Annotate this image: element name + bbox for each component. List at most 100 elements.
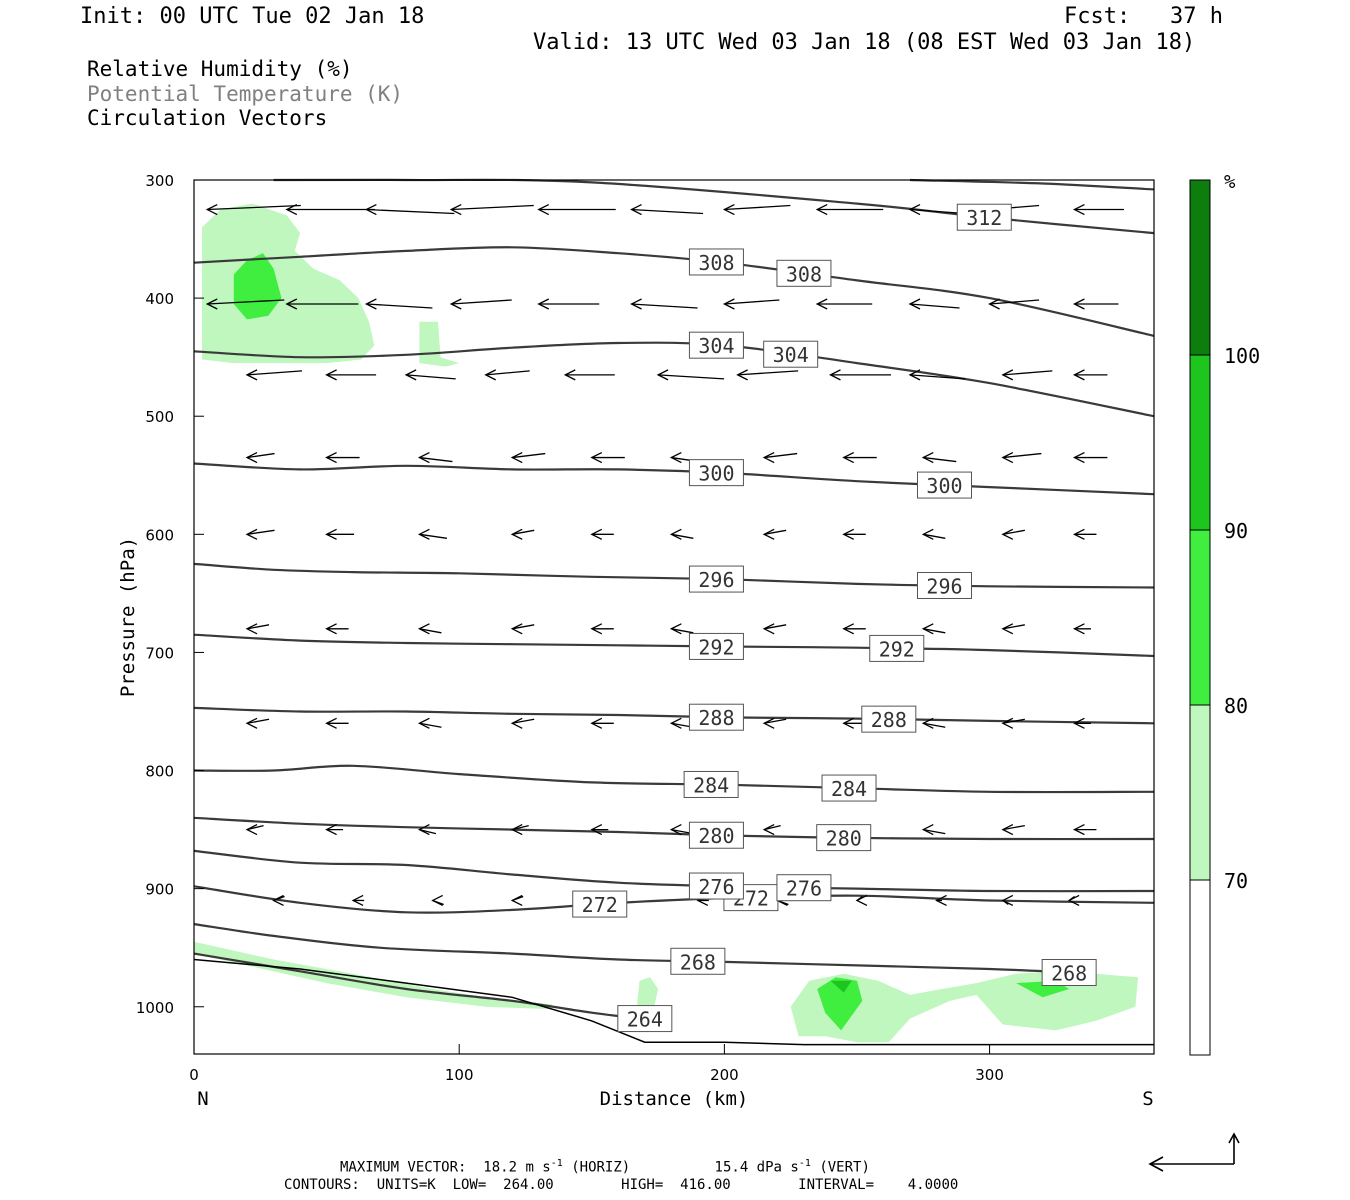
theta-contour-288 xyxy=(193,706,1155,725)
vector-arrowhead xyxy=(364,203,377,216)
circulation-vector xyxy=(485,370,530,376)
vector-arrowhead xyxy=(842,451,855,464)
vector-arrowhead xyxy=(1072,203,1085,216)
vector-arrowhead xyxy=(510,528,523,540)
theta-contour-316 xyxy=(909,178,1155,191)
circulation-vector xyxy=(1002,718,1025,724)
theta-contour-292 xyxy=(193,633,1155,658)
contour-label-box xyxy=(688,872,744,900)
circulation-vector xyxy=(451,204,534,211)
vector-arrowhead xyxy=(417,824,430,836)
y-tick-label: 1000 xyxy=(136,999,174,1017)
vector-arrowhead xyxy=(510,623,523,635)
circulation-vector xyxy=(724,299,780,305)
colorbar-unit: % xyxy=(1224,171,1236,193)
contour-label-box xyxy=(1041,959,1097,987)
contour-label-box xyxy=(670,947,726,975)
max-vector-label: MAXIMUM VECTOR: xyxy=(340,1159,467,1176)
rh-region-90 xyxy=(830,980,852,993)
x-tick-label: 0 xyxy=(189,1066,199,1084)
vector-arrowhead xyxy=(1001,623,1014,635)
vector-arrowhead xyxy=(908,369,921,381)
contour-label-box xyxy=(869,634,925,662)
circulation-vector xyxy=(406,374,456,380)
vector-arrowhead xyxy=(669,451,682,464)
theta-contour-276 xyxy=(193,849,1155,893)
contour-label-288: 288 xyxy=(698,706,734,730)
contour-label-304: 304 xyxy=(698,334,734,358)
vector-arrowhead xyxy=(245,451,258,464)
vector-arrowhead xyxy=(1072,369,1085,381)
circulation-vector xyxy=(724,204,791,211)
circulation-vector xyxy=(366,303,433,309)
circulation-vector xyxy=(631,208,704,215)
x-tick-label: 100 xyxy=(445,1066,474,1084)
colorbar-level-80: 80 xyxy=(1224,694,1248,718)
vector-arrowhead xyxy=(1001,528,1014,540)
vector-arrowhead xyxy=(245,528,258,540)
vector-arrowhead xyxy=(908,203,921,216)
plot-frame xyxy=(193,179,1155,1055)
colorbar-segment xyxy=(1189,179,1211,356)
vector-arrowhead xyxy=(590,528,603,540)
reference-vector-icon xyxy=(1148,1132,1240,1172)
circulation-vector xyxy=(923,828,946,835)
theta-contour-296 xyxy=(193,562,1155,589)
vector-arrowhead xyxy=(325,623,337,635)
vector-arrowhead xyxy=(590,717,603,729)
max-vector-text: MAXIMUM VECTOR: 18.2 m s-1 (HORIZ) 15.4 … xyxy=(340,1159,870,1175)
colorbar-level-70: 70 xyxy=(1224,869,1248,893)
vector-arrowhead xyxy=(245,369,258,381)
legend-vectors: Circulation Vectors xyxy=(87,106,328,130)
theta-contour-300 xyxy=(193,462,1155,496)
vector-arrowhead xyxy=(1072,623,1085,635)
contour-label-box xyxy=(688,703,744,731)
rh-region-80 xyxy=(233,253,282,320)
contour-label-box xyxy=(916,471,972,499)
circulation-vector xyxy=(631,303,698,309)
legend-rh: Relative Humidity (%) xyxy=(87,57,353,81)
vector-arrowhead xyxy=(449,203,462,216)
contour-label-276: 276 xyxy=(698,875,734,899)
vector-arrowhead xyxy=(484,369,497,381)
max-vector-horiz: 18.2 m s xyxy=(483,1159,551,1176)
vector-arrowhead xyxy=(417,451,430,464)
contour-label-276: 276 xyxy=(786,877,822,901)
contour-label-box xyxy=(776,259,832,287)
vector-arrowhead xyxy=(630,203,642,216)
vector-arrowhead xyxy=(590,451,603,464)
colorbar-segment xyxy=(1189,354,1211,531)
contour-label-box xyxy=(688,821,744,849)
vector-arrowhead xyxy=(351,894,364,907)
circulation-vector xyxy=(923,628,946,634)
contour-label-308: 308 xyxy=(786,262,822,286)
vector-arrowhead xyxy=(722,203,735,216)
y-tick-label: 500 xyxy=(145,408,174,426)
vector-arrowhead xyxy=(921,717,934,729)
contour-label-268: 268 xyxy=(680,950,716,974)
vector-arrowhead xyxy=(537,203,550,216)
circulation-vector xyxy=(512,452,546,459)
vector-arrowhead xyxy=(1072,528,1085,540)
vector-arrowhead xyxy=(669,528,682,540)
y-tick-label: 600 xyxy=(145,526,174,544)
contour-label-box xyxy=(956,203,1012,231)
vector-arrowhead xyxy=(417,528,430,540)
vector-arrowhead xyxy=(364,298,377,310)
theta-contour-304 xyxy=(193,341,1155,418)
contour-label-304: 304 xyxy=(773,343,809,367)
contour-label-box xyxy=(572,890,628,918)
circulation-vector xyxy=(419,533,448,539)
circulation-vector xyxy=(764,452,798,459)
theta-contour-268 xyxy=(193,923,1096,975)
vector-arrowhead xyxy=(1072,717,1085,729)
vector-arrowhead xyxy=(1072,298,1085,310)
contours-info: CONTOURS: UNITS=K LOW= 264.00 HIGH= 416.… xyxy=(284,1177,959,1193)
vector-arrowhead xyxy=(1001,369,1014,381)
vector-arrowhead xyxy=(245,623,258,635)
circulation-vector xyxy=(246,370,303,376)
vector-arrowhead xyxy=(417,717,430,729)
y-tick-label: 300 xyxy=(145,172,174,190)
